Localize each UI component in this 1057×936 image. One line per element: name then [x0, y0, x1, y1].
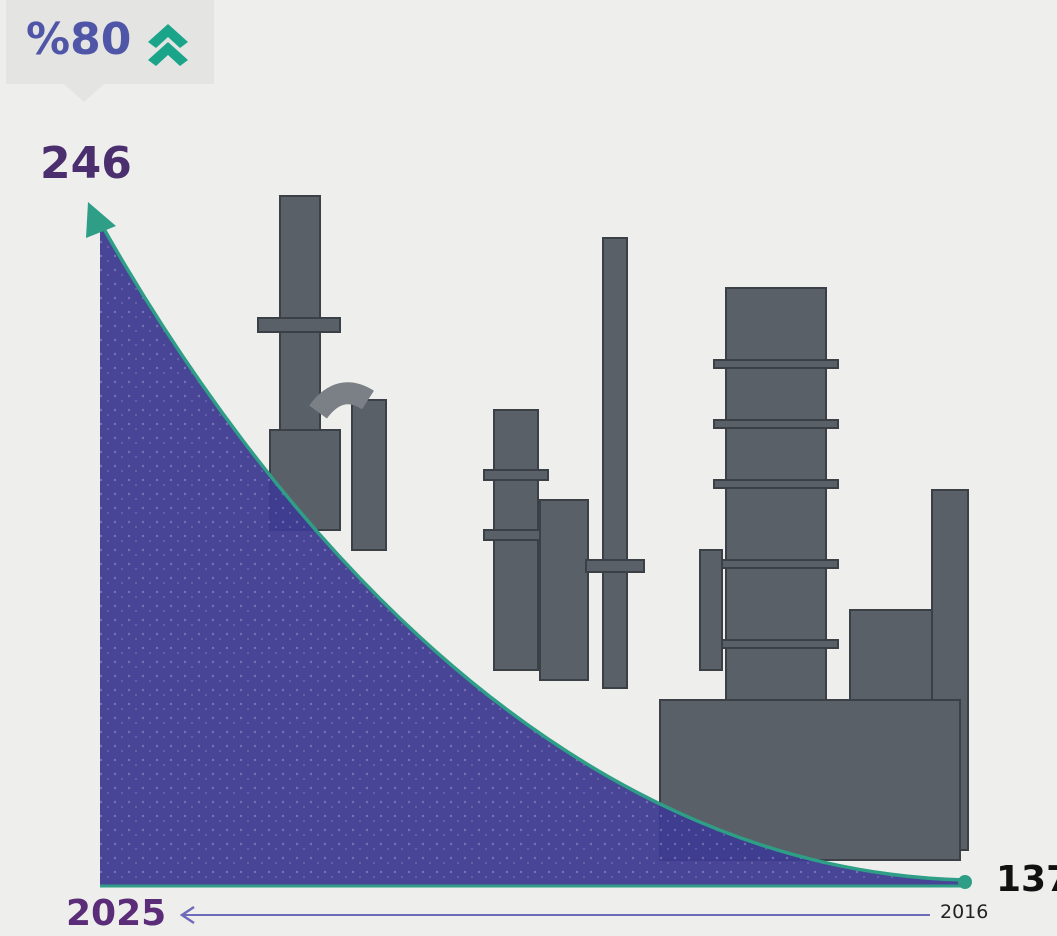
series-line: [98, 221, 966, 882]
refinery-illustration: [257, 195, 969, 861]
x-end-label: 2016: [940, 901, 989, 923]
area-texture: [100, 222, 965, 886]
end-point: [958, 875, 972, 889]
change-percent: %80: [26, 14, 132, 65]
double-chevron-up-icon: [148, 24, 188, 66]
change-badge: %80: [6, 0, 214, 102]
time-arrow-head: [179, 905, 195, 925]
end-value-label: 137: [996, 859, 1057, 900]
x-start-label: 2025: [66, 893, 167, 934]
start-value-label: 246: [40, 138, 132, 189]
start-arrowhead: [86, 202, 116, 238]
